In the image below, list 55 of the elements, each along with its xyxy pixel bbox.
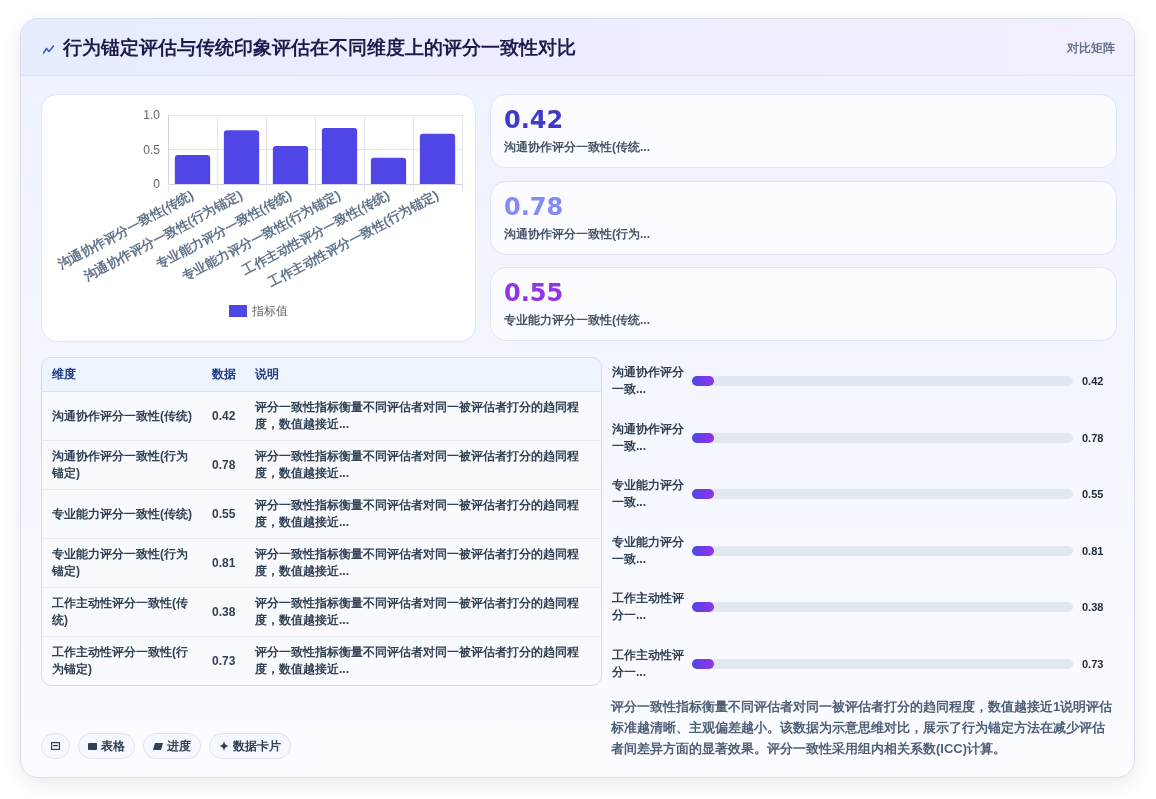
text: 评分一致性指标衡量不同评估者对同一被评估者打分的趋同程度，数值越接近... — [245, 538, 601, 588]
bar — [223, 130, 260, 184]
category-label: 沟通协作评分一致性(传统) — [42, 391, 202, 441]
data-label: 0.38 — [202, 587, 245, 637]
text: 评分一致性指标衡量不同评估者对同一被评估者打分的趋同程度，数值越接近... — [245, 587, 601, 637]
data-label: 0.73 — [1082, 656, 1104, 672]
text: 进度 — [167, 737, 191, 755]
category-label: 沟通协作评分一致... — [612, 364, 685, 398]
text: 评分一致性指标衡量不同评估者对同一被评估者打分的趋同程度，数值越接近... — [245, 391, 601, 441]
data-label: 0.73 — [202, 636, 245, 685]
y-tick-label: 0.5 — [143, 142, 161, 157]
text: 说明 — [245, 358, 601, 392]
data-label: 0.38 — [1082, 600, 1104, 615]
category-label: 沟通协作评分一致性(传统... — [504, 139, 650, 155]
data-label: 0.78 — [202, 440, 245, 490]
bar — [419, 133, 456, 184]
bar — [321, 128, 358, 184]
category-label: 沟通协作评分一致... — [612, 420, 685, 455]
category-label: 专业能力评分一致性(行为锚定) — [42, 538, 202, 588]
category-label: 专业能力评分一致性(传统... — [504, 312, 650, 328]
bar — [272, 146, 309, 184]
text: 对比矩阵 — [1067, 40, 1115, 56]
bar — [174, 155, 211, 184]
y-tick-label: 1.0 — [143, 108, 161, 122]
text: 评分一致性指标衡量不同评估者对同一被评估者打分的趋同程度，数值越接近... — [245, 489, 601, 539]
text: 评分一致性指标衡量不同评估者对同一被评估者打分的趋同程度，数值越接近... — [245, 440, 601, 490]
bar — [370, 157, 407, 184]
category-label: 专业能力评分一致... — [612, 477, 685, 511]
category-label: 专业能力评分一致... — [612, 533, 685, 568]
data-label: 0.78 — [1082, 430, 1104, 446]
y-tick-label: 0 — [153, 177, 161, 191]
text: 表格 — [101, 737, 125, 755]
data-label: 0.55 — [202, 489, 245, 539]
data-label: 0.55 — [504, 279, 564, 307]
data-label: 0.78 — [504, 192, 564, 221]
category-label: 工作主动性评分一致性(传统) — [42, 587, 202, 637]
text: 数据 — [202, 358, 245, 392]
text: 评分一致性指标衡量不同评估者对同一被评估者打分的趋同程度，数值越接近... — [245, 636, 601, 685]
text: 数据卡片 — [233, 737, 281, 755]
data-label: 0.42 — [1082, 374, 1104, 389]
text: 维度 — [42, 358, 202, 392]
category-label: 工作主动性评分一... — [612, 646, 685, 681]
data-label: 0.81 — [202, 538, 245, 588]
category-label: 工作主动性评分一致性(行为锚定) — [42, 636, 202, 685]
category-label: 工作主动性评分一... — [612, 590, 685, 624]
category-label: 沟通协作评分一致性(行为锚定) — [42, 440, 202, 490]
chart-title: 行为锚定评估与传统印象评估在不同维度上的评分一致性对比 — [63, 36, 576, 60]
data-label: 0.42 — [202, 391, 245, 441]
data-label: 0.42 — [504, 106, 564, 134]
data-label: 0.81 — [1082, 543, 1104, 559]
data-label: 0.55 — [1082, 487, 1104, 502]
category-label: 沟通协作评分一致性(行为... — [504, 225, 650, 242]
text: 评分一致性指标衡量不同评估者对同一被评估者打分的趋同程度，数值越接近1说明评估标准越清晰、主观偏差越小。该数据为示意思维对比，展示了行为锚定方法在减少评估者间差异方面的显著效果。评分一致性采用组内相关系数(ICC)计算。 — [611, 698, 1114, 758]
category-label: 专业能力评分一致性(传统) — [42, 489, 202, 539]
legend-label: 指标值 — [251, 304, 288, 318]
